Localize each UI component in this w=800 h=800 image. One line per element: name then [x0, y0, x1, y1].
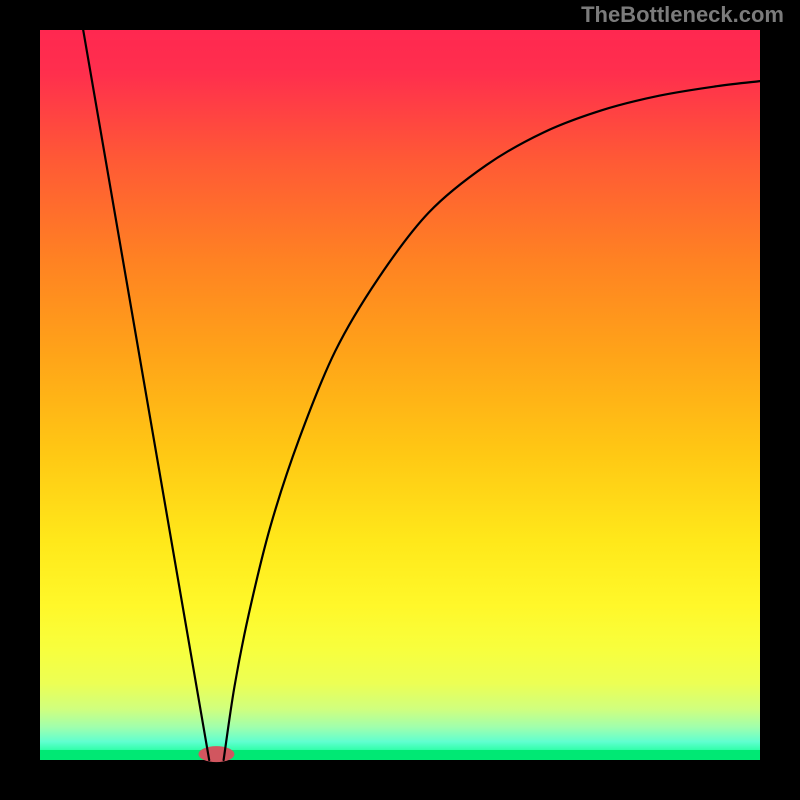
watermark-text: TheBottleneck.com: [581, 2, 784, 28]
marker-pill: [198, 746, 234, 762]
watermark-label: TheBottleneck.com: [581, 2, 784, 27]
chart-svg: [0, 0, 800, 800]
gradient-background: [40, 30, 760, 760]
bottom-green-band: [40, 750, 760, 760]
chart-container: { "watermark": { "text": "TheBottleneck.…: [0, 0, 800, 800]
